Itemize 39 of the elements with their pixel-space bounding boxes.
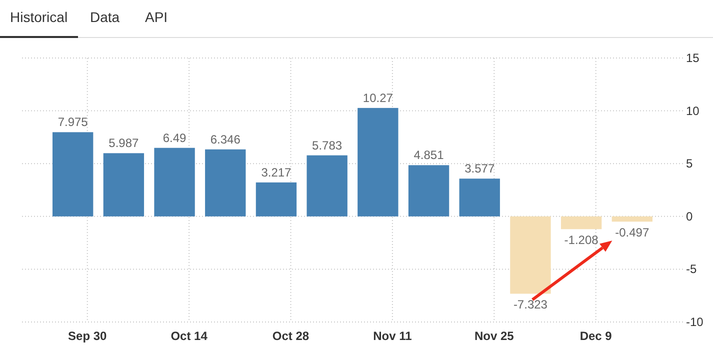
y-tick-label: 0: [686, 209, 693, 224]
bar: [103, 153, 144, 216]
bar: [154, 148, 195, 216]
bar: [408, 165, 450, 216]
data-label: 5.783: [312, 138, 342, 152]
x-tick-label: Nov 11: [373, 329, 412, 343]
data-label: 6.49: [162, 130, 187, 145]
bar: [256, 182, 297, 216]
data-label: 3.217: [261, 165, 292, 180]
data-label: -1.208: [564, 233, 599, 248]
bar: [560, 216, 602, 230]
data-label: 6.346: [210, 132, 241, 146]
bar: [358, 108, 398, 216]
text: Historical: [10, 9, 68, 25]
data-label: 3.577: [464, 162, 495, 176]
x-tick-label: Dec 9: [580, 329, 612, 343]
y-tick-label: -5: [686, 262, 697, 276]
y-tick-label: 15: [686, 51, 700, 65]
y-tick-label: 10: [686, 104, 700, 118]
bar: [205, 149, 246, 216]
bar: [52, 132, 94, 216]
data-label: 5.987: [108, 136, 140, 150]
data-label: -0.497: [615, 226, 650, 240]
data-label: -7.323: [513, 298, 548, 312]
bar: [510, 216, 551, 294]
y-tick-label: 5: [686, 156, 693, 171]
data-label: 4.851: [414, 148, 444, 162]
data-label: 7.975: [58, 115, 88, 130]
bar: [612, 216, 652, 222]
x-tick-label: Oct 14: [170, 329, 208, 343]
y-tick-label: -10: [686, 315, 704, 329]
bar: [306, 155, 348, 216]
text: Data: [90, 9, 120, 25]
x-tick-label: Oct 28: [272, 329, 310, 343]
data-label: 10.27: [362, 90, 394, 105]
bar: [459, 178, 500, 216]
text: API: [145, 9, 168, 25]
x-tick-label: Nov 25: [474, 329, 514, 343]
x-tick-label: Sep 30: [68, 329, 108, 343]
